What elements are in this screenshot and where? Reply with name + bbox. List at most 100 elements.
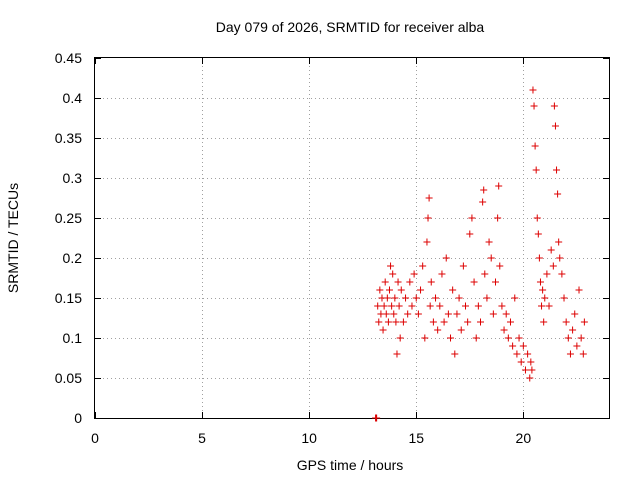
- data-point: [388, 302, 396, 310]
- data-point: [506, 318, 514, 326]
- x-tick-label: 0: [91, 430, 99, 446]
- data-point: [457, 326, 465, 334]
- data-point: [580, 318, 588, 326]
- data-point: [521, 366, 529, 374]
- data-point: [382, 310, 390, 318]
- data-point: [423, 238, 431, 246]
- data-point: [549, 262, 557, 270]
- data-point: [442, 254, 450, 262]
- data-point: [438, 270, 446, 278]
- data-point: [566, 350, 574, 358]
- y-tick-labels: 0 0.05 0.1 0.15 0.2 0.25 0.3 0.35 0.4 0.45: [55, 50, 82, 426]
- data-point: [464, 318, 472, 326]
- data-point: [414, 310, 422, 318]
- y-tick-label: 0.4: [63, 90, 83, 106]
- data-point: [396, 334, 404, 342]
- data-point: [535, 254, 543, 262]
- grid-lines: [95, 58, 609, 418]
- data-point: [474, 302, 482, 310]
- data-point: [479, 198, 487, 206]
- data-point: [496, 262, 504, 270]
- data-point: [376, 286, 384, 294]
- data-point: [455, 294, 463, 302]
- data-point: [402, 294, 410, 302]
- data-point: [553, 166, 561, 174]
- data-point: [404, 310, 412, 318]
- data-point: [555, 238, 563, 246]
- data-point: [558, 270, 566, 278]
- y-tick-label: 0.25: [55, 210, 82, 226]
- data-point: [489, 310, 497, 318]
- data-point: [466, 230, 474, 238]
- data-point: [526, 374, 534, 382]
- data-point: [374, 302, 382, 310]
- data-point: [429, 318, 437, 326]
- data-point: [468, 214, 476, 222]
- data-point: [453, 310, 461, 318]
- y-tick-label: 0.45: [55, 50, 82, 66]
- data-point: [513, 350, 521, 358]
- data-point: [432, 294, 440, 302]
- x-tick-label: 20: [516, 430, 532, 446]
- data-point: [539, 286, 547, 294]
- data-point: [419, 262, 427, 270]
- data-point: [477, 318, 484, 326]
- data-point: [394, 278, 402, 286]
- plot-area-border: [94, 57, 610, 419]
- data-point: [410, 270, 418, 278]
- data-point: [528, 366, 536, 374]
- data-point: [556, 254, 564, 262]
- data-point: [571, 310, 579, 318]
- data-point: [517, 358, 525, 366]
- data-point: [532, 166, 540, 174]
- data-point: [536, 278, 544, 286]
- data-point: [543, 270, 551, 278]
- data-point: [573, 342, 581, 350]
- data-point: [569, 326, 577, 334]
- data-point: [379, 326, 387, 334]
- data-point: [387, 262, 395, 270]
- data-point: [564, 334, 572, 342]
- data-point: [547, 246, 555, 254]
- data-point: [538, 302, 546, 310]
- data-point: [509, 342, 517, 350]
- data-point: [395, 302, 403, 310]
- data-point: [399, 318, 407, 326]
- data-point: [541, 294, 549, 302]
- data-point: [511, 294, 519, 302]
- data-point: [519, 342, 527, 350]
- data-point: [381, 278, 389, 286]
- data-point: [373, 414, 381, 422]
- data-point: [434, 326, 442, 334]
- data-point: [545, 302, 553, 310]
- data-point: [498, 302, 506, 310]
- data-point: [392, 318, 400, 326]
- axis-ticks: [95, 58, 609, 419]
- data-point: [417, 286, 425, 294]
- y-tick-label: 0.2: [63, 250, 83, 266]
- data-point: [483, 294, 491, 302]
- data-point: [500, 326, 508, 334]
- data-point: [425, 194, 433, 202]
- data-point: [481, 270, 489, 278]
- y-tick-label: 0.15: [55, 290, 82, 306]
- data-point: [472, 334, 480, 342]
- y-axis-label: SRMTID / TECUs: [5, 183, 21, 293]
- y-tick-label: 0.3: [63, 170, 83, 186]
- data-point: [531, 142, 539, 150]
- data-point: [562, 318, 570, 326]
- data-point: [485, 238, 493, 246]
- data-point: [502, 310, 510, 318]
- data-point: [491, 278, 499, 286]
- data-point: [393, 350, 401, 358]
- data-point: [385, 286, 393, 294]
- data-point: [515, 334, 523, 342]
- data-point: [447, 334, 455, 342]
- data-point: [560, 294, 568, 302]
- data-point: [449, 286, 457, 294]
- data-point: [427, 278, 435, 286]
- data-point: [380, 302, 388, 310]
- data-point: [504, 334, 512, 342]
- data-point: [575, 286, 583, 294]
- data-point: [495, 182, 503, 190]
